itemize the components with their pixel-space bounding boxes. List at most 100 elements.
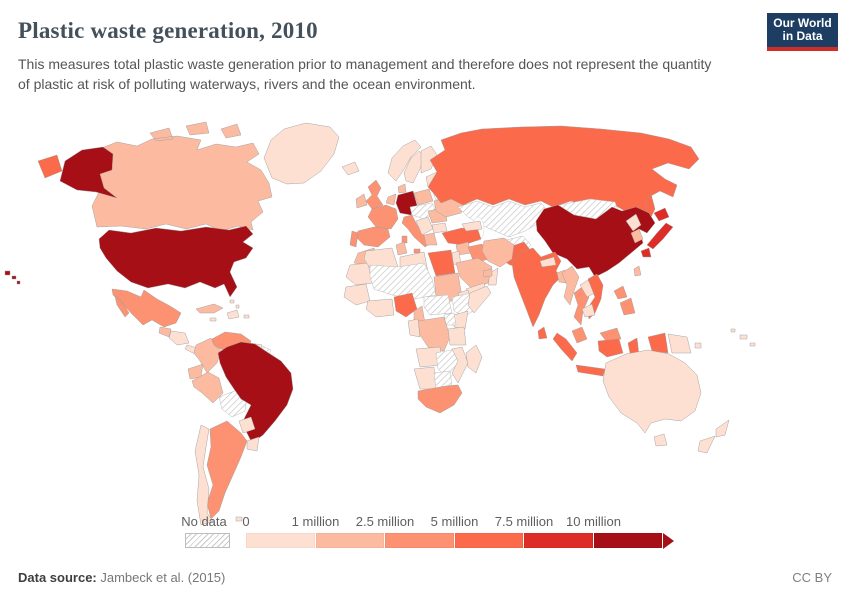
country-colombia[interactable] (193, 337, 222, 374)
country-jamaica[interactable] (209, 317, 217, 322)
country-falkland-islands[interactable] (235, 516, 243, 522)
region-caucasus[interactable] (461, 220, 483, 232)
country-russia[interactable] (427, 125, 700, 216)
legend-tick-label: 2.5 million (355, 514, 415, 529)
legend-segment-1[interactable] (246, 533, 315, 548)
country-madagascar[interactable] (465, 344, 483, 374)
legend-segment-4[interactable] (454, 533, 523, 548)
country-united-states-hawaii[interactable] (4, 270, 21, 285)
country-uruguay[interactable] (246, 436, 260, 452)
country-south-africa[interactable] (417, 384, 463, 414)
country-united-states-alaska[interactable] (59, 146, 118, 199)
country-tunisia[interactable] (395, 241, 408, 256)
country-argentina[interactable] (206, 420, 248, 520)
country-india[interactable] (511, 247, 562, 328)
country-dr-congo[interactable] (417, 316, 451, 352)
owid-logo-line2: in Data (782, 29, 823, 43)
legend-segment-6[interactable] (593, 533, 662, 548)
country-norway[interactable] (387, 139, 422, 182)
country-hispaniola[interactable] (226, 309, 240, 320)
license-badge[interactable]: CC BY (792, 570, 832, 585)
country-puerto-rico[interactable] (243, 314, 250, 319)
country-france[interactable] (367, 204, 399, 230)
country-ireland[interactable] (355, 193, 368, 209)
legend-no-data-label: No data (181, 514, 227, 529)
country-turkey[interactable] (441, 227, 482, 246)
country-denmark[interactable] (397, 183, 407, 194)
owid-logo-accent-bar (767, 47, 838, 51)
region-senegal-guinea[interactable] (343, 283, 371, 306)
country-chile[interactable] (194, 424, 214, 526)
owid-logo[interactable]: Our World in Data (767, 13, 838, 51)
country-tanzania[interactable] (447, 326, 467, 346)
region-wsahara-mauritania[interactable] (345, 262, 373, 286)
country-bulgaria[interactable] (431, 222, 448, 234)
data-source-note: Data source: Jambeck et al. (2015) (18, 570, 225, 585)
country-sri-lanka[interactable] (537, 326, 548, 340)
country-cuba[interactable] (195, 303, 224, 314)
country-kenya[interactable] (453, 310, 469, 330)
legend-tick-label: 1 million (291, 514, 340, 529)
country-uae[interactable] (482, 268, 493, 278)
country-fiji[interactable] (730, 328, 756, 347)
chart-subtitle: This measures total plastic waste genera… (18, 56, 712, 92)
country-egypt[interactable] (427, 249, 456, 277)
country-united-states[interactable] (98, 225, 254, 298)
country-bahamas[interactable] (229, 299, 240, 309)
country-paraguay[interactable] (238, 416, 256, 434)
legend-segment-2[interactable] (315, 533, 384, 548)
region-west-africa-coast[interactable] (365, 298, 395, 318)
country-iceland[interactable] (341, 161, 360, 176)
region-sahel[interactable] (369, 262, 437, 300)
country-new-zealand[interactable] (697, 419, 730, 454)
country-australia[interactable] (602, 349, 702, 447)
country-honduras-nicaragua[interactable] (168, 330, 190, 346)
country-namibia[interactable] (413, 366, 437, 390)
country-greenland[interactable] (263, 122, 340, 185)
country-peru[interactable] (191, 371, 224, 404)
country-cambodia[interactable] (581, 303, 596, 318)
country-philippines[interactable] (613, 285, 636, 316)
country-benelux[interactable] (385, 193, 397, 206)
country-guatemala[interactable] (158, 326, 172, 338)
country-papua-new-guinea[interactable] (667, 333, 702, 354)
country-north-korea[interactable] (625, 213, 642, 232)
owid-logo-box: Our World in Data (767, 13, 838, 47)
page-title: Plastic waste generation, 2010 (18, 18, 318, 43)
legend-tick-label: 0 (242, 514, 250, 529)
country-japan[interactable] (640, 207, 674, 258)
country-canada[interactable] (91, 121, 273, 232)
data-source-label: Data source: (18, 570, 97, 585)
country-russia-sakhalin[interactable] (645, 193, 656, 218)
legend-tick-label: 10 million (566, 514, 621, 529)
country-myanmar[interactable] (561, 265, 580, 306)
legend-tick-label: 5 million (430, 514, 479, 529)
legend-no-data-swatch[interactable] (185, 533, 230, 548)
country-spain[interactable] (355, 226, 391, 248)
country-united-kingdom[interactable] (365, 179, 384, 210)
country-malaysia[interactable] (571, 326, 622, 344)
country-poland[interactable] (413, 188, 434, 206)
country-indonesia[interactable] (552, 332, 669, 377)
country-mozambique[interactable] (451, 346, 469, 384)
country-oman[interactable] (487, 267, 499, 286)
legend-segment-3[interactable] (385, 533, 454, 548)
country-somalia[interactable] (467, 285, 492, 314)
country-saudi-arabia[interactable] (455, 257, 493, 290)
region-gabon-congo[interactable] (407, 318, 421, 338)
country-south-korea[interactable] (630, 228, 644, 244)
country-nigeria[interactable] (393, 292, 418, 318)
country-russia-chukotka[interactable] (37, 154, 63, 179)
country-iran[interactable] (481, 237, 515, 268)
legend-arrow (663, 532, 674, 549)
country-greece[interactable] (423, 232, 438, 246)
owid-logo-line1: Our World (773, 16, 832, 30)
country-mexico[interactable] (111, 288, 182, 328)
country-taiwan[interactable] (633, 265, 642, 277)
region-car-ssudan[interactable] (423, 294, 453, 316)
legend-segment-5[interactable] (524, 533, 593, 548)
country-nepal[interactable] (539, 256, 557, 268)
country-portugal[interactable] (349, 230, 359, 248)
legend-tick-label: 7.5 million (494, 514, 554, 529)
